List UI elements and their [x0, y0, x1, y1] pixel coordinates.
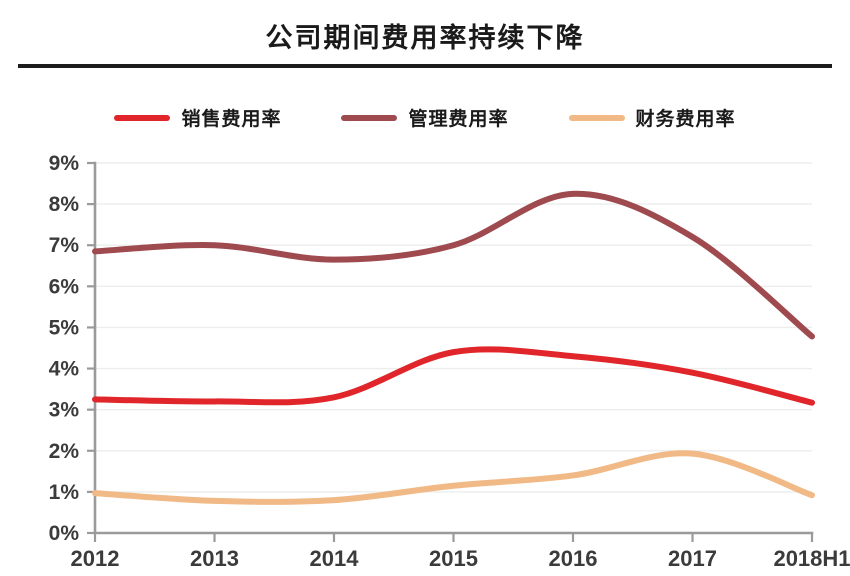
y-axis-tick-label: 8% — [49, 193, 80, 216]
y-axis-ticks-group — [87, 161, 95, 535]
title-divider — [18, 64, 832, 68]
gridlines-group — [95, 162, 812, 534]
x-axis-tick-label: 2016 — [549, 546, 598, 571]
y-axis-tick-label: 5% — [49, 316, 80, 339]
line-swatch-icon — [114, 114, 171, 121]
chart-legend: 销售费用率 管理费用率 财务费用率 — [0, 104, 850, 131]
x-axis-ticks-group — [93, 533, 814, 542]
y-axis-tick-label: 3% — [49, 399, 80, 422]
y-axis-tick-label: 6% — [49, 275, 80, 298]
legend-item-sales-expense-ratio[interactable]: 销售费用率 — [114, 104, 281, 131]
y-axis-tick-label: 0% — [49, 522, 80, 545]
y-axis-tick-label: 7% — [49, 234, 80, 257]
legend-label: 销售费用率 — [181, 109, 282, 130]
page-title: 公司期间费用率持续下降 — [265, 23, 585, 53]
series-line-财务费用率 — [92, 450, 815, 505]
y-axis-tick-label: 4% — [49, 358, 80, 381]
x-axis-tick-label: 2014 — [310, 546, 360, 571]
line-swatch-icon — [568, 114, 625, 121]
x-axis-labels-group: 2012 2013 2014 2015 2016 2017 2018H1 — [71, 546, 850, 571]
data-series-group — [92, 190, 815, 505]
x-axis-tick-label: 2017 — [668, 546, 717, 571]
line-swatch-icon — [341, 114, 398, 121]
y-axis-tick-label: 9% — [49, 152, 80, 175]
x-axis-tick-label: 2015 — [429, 546, 478, 571]
y-axis-tick-label: 1% — [49, 481, 80, 504]
legend-label: 财务费用率 — [635, 109, 736, 130]
legend-item-financial-expense-ratio[interactable]: 财务费用率 — [568, 104, 736, 131]
title-block: 公司期间费用率持续下降 — [0, 0, 850, 72]
legend-label: 管理费用率 — [408, 109, 509, 130]
x-axis-tick-label: 2013 — [190, 546, 239, 571]
x-axis-tick-label: 2018H1 — [773, 546, 850, 571]
series-line-管理费用率 — [92, 190, 815, 340]
series-line-销售费用率 — [92, 346, 815, 406]
y-axis-labels-group: 0% 1% 2% 3% 4% 5% 6% 7% 8% 9% — [49, 152, 80, 545]
x-axis-tick-label: 2012 — [71, 546, 120, 571]
y-axis-tick-label: 2% — [49, 440, 80, 463]
legend-item-admin-expense-ratio[interactable]: 管理费用率 — [341, 104, 508, 131]
